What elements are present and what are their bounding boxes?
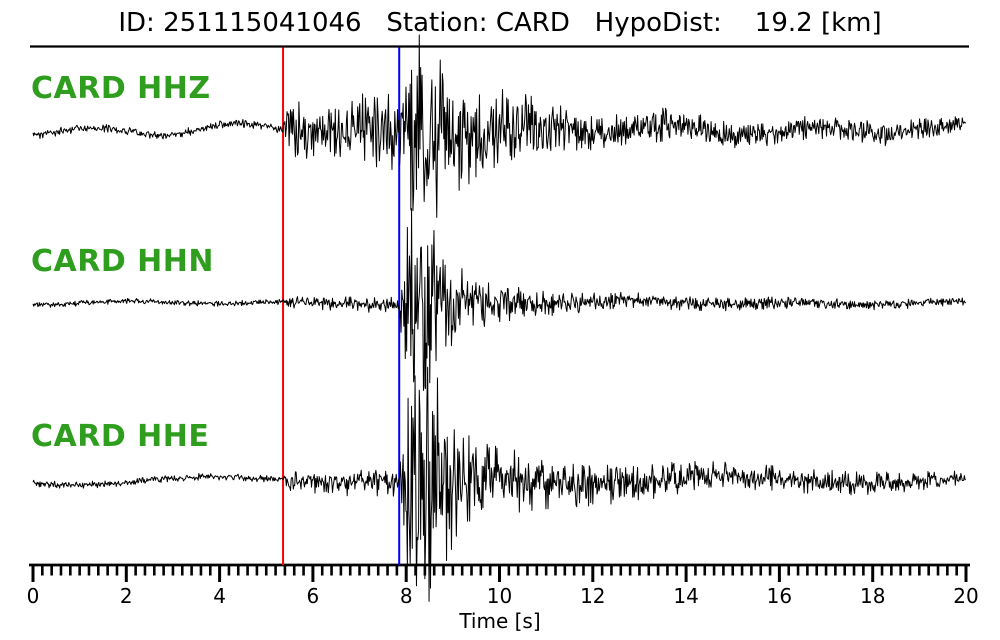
x-tick-label: 20 bbox=[953, 584, 978, 608]
x-tick-label: 14 bbox=[673, 584, 698, 608]
x-tick-label: 16 bbox=[767, 584, 792, 608]
x-axis-title: Time [s] bbox=[458, 609, 540, 633]
channel-label-hhz: CARD HHZ bbox=[31, 71, 211, 106]
waveform-trace-hhz bbox=[32, 34, 967, 218]
x-tick-label: 8 bbox=[400, 584, 413, 608]
waveform-trace-hhn bbox=[32, 208, 967, 391]
x-tick-label: 4 bbox=[213, 584, 226, 608]
x-tick-label: 6 bbox=[307, 584, 320, 608]
waveform-trace-hhe bbox=[32, 366, 966, 602]
x-tick-label: 10 bbox=[487, 584, 512, 608]
x-tick-label: 18 bbox=[860, 584, 885, 608]
x-tick-label: 2 bbox=[120, 584, 133, 608]
figure-title: ID: 251115041046 Station: CARD HypoDist:… bbox=[118, 8, 882, 38]
x-tick-label: 12 bbox=[580, 584, 605, 608]
channel-label-hhn: CARD HHN bbox=[31, 244, 215, 279]
channel-label-hhe: CARD HHE bbox=[31, 419, 210, 454]
x-tick-label: 0 bbox=[27, 584, 40, 608]
